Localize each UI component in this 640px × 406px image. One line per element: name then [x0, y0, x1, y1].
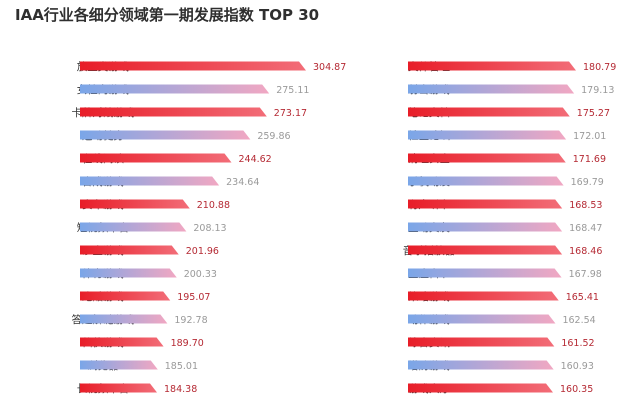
value-label: 273.17	[274, 108, 307, 119]
bar	[80, 314, 168, 324]
bar	[80, 107, 267, 117]
bar	[408, 199, 563, 209]
value-label: 172.01	[573, 131, 606, 142]
value-label: 168.47	[569, 223, 602, 234]
value-label: 161.52	[561, 338, 594, 349]
chart-title: IAA行业各细分领域第一期发展指数 TOP 30	[15, 6, 320, 24]
value-label: 234.64	[226, 177, 259, 188]
value-label: 171.69	[573, 154, 606, 165]
value-label: 189.70	[171, 338, 204, 349]
bar	[408, 245, 563, 255]
bar	[80, 245, 179, 255]
bar	[408, 130, 567, 140]
chart-panel-2: 文件管理180.79射击游戏179.13笔记文档175.27社区论坛172.01…	[403, 60, 617, 395]
value-label: 275.11	[276, 85, 309, 96]
value-label: 304.87	[313, 62, 346, 73]
bar	[80, 360, 158, 370]
value-label: 160.93	[561, 361, 594, 372]
value-label: 185.01	[165, 361, 198, 372]
value-label: 180.79	[583, 62, 616, 73]
value-label: 160.35	[560, 384, 593, 395]
bar	[80, 199, 190, 209]
bar	[80, 84, 270, 94]
bar	[408, 360, 554, 370]
value-label: 210.88	[197, 200, 230, 211]
chart-panel-1: 放置类游戏304.87女性向游戏275.11卡牌对战游戏273.17运动健身25…	[72, 60, 347, 395]
bar	[408, 176, 564, 186]
value-label: 259.86	[257, 131, 290, 142]
bar	[80, 383, 157, 393]
bar	[408, 61, 576, 71]
bar	[408, 337, 555, 347]
value-label: 168.53	[569, 200, 602, 211]
bar	[408, 268, 562, 278]
value-label: 244.62	[238, 154, 271, 165]
value-label: 200.33	[184, 269, 217, 280]
bar	[408, 222, 563, 232]
value-label: 201.96	[186, 246, 219, 257]
bar	[408, 314, 556, 324]
value-label: 168.46	[569, 246, 602, 257]
bar	[408, 383, 553, 393]
bar	[80, 222, 187, 232]
bar	[80, 61, 306, 71]
value-label: 179.13	[581, 85, 614, 96]
bar	[408, 84, 575, 94]
value-label: 208.13	[193, 223, 226, 234]
value-label: 162.54	[562, 315, 595, 326]
value-label: 184.38	[164, 384, 197, 395]
bar	[408, 291, 559, 301]
bar	[408, 153, 566, 163]
bar	[80, 153, 232, 163]
value-label: 167.98	[569, 269, 602, 280]
bar	[80, 291, 171, 301]
bar	[80, 337, 164, 347]
value-label: 175.27	[577, 108, 610, 119]
bar	[80, 130, 251, 140]
value-label: 169.79	[571, 177, 604, 188]
value-label: 165.41	[566, 292, 599, 303]
bar	[80, 268, 177, 278]
bar	[408, 107, 570, 117]
value-label: 195.07	[177, 292, 210, 303]
value-label: 192.78	[174, 315, 207, 326]
bar	[80, 176, 220, 186]
